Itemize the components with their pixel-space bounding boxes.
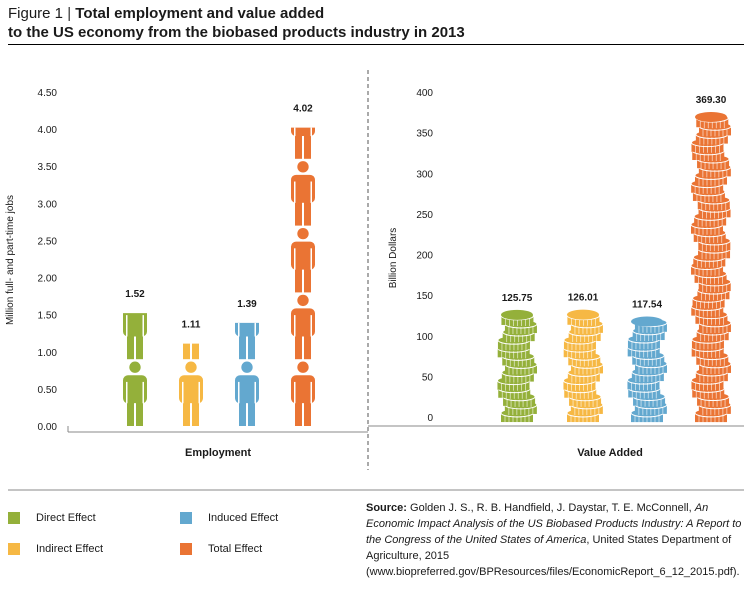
value-added-value-label-direct: 125.75: [502, 293, 533, 304]
legend-label-direct: Direct Effect: [36, 512, 96, 524]
value-added-y-tick-label: 0: [427, 413, 433, 424]
person-icon: [235, 228, 259, 292]
employment-y-tick-label: 1.50: [38, 311, 58, 322]
employment-person-stack: [123, 228, 147, 426]
person-icon: [123, 361, 147, 426]
person-icon: [291, 127, 315, 159]
employment-y-tick-label: 2.50: [38, 236, 58, 247]
figure-title-line2: to the US economy from the biobased prod…: [8, 24, 465, 41]
value-added-y-tick-label: 200: [416, 251, 433, 262]
coin-top: [631, 316, 663, 327]
title-rule: [8, 44, 744, 45]
value-added-y-axis-label: Billion Dollars: [388, 228, 399, 289]
value-added-y-tick-label: 50: [422, 372, 434, 383]
coin-top: [695, 111, 727, 122]
employment-y-tick-label: 0.00: [38, 422, 58, 433]
value-added-y-tick-label: 350: [416, 129, 433, 140]
employment-person-stack: [179, 228, 203, 426]
value-added-bar-direct: 125.75: [496, 293, 538, 424]
source-title: An Economic Impact Analysis of the US Bi…: [366, 502, 742, 546]
employment-y-tick-label: 0.50: [38, 385, 58, 396]
source-rest: , United States Department of Agricultur…: [366, 534, 740, 578]
coin-top: [567, 309, 599, 320]
employment-bar-total: 4.02: [291, 28, 315, 426]
value-added-value-label-total: 369.30: [696, 95, 727, 106]
person-icon: [291, 361, 315, 426]
employment-y-tick-label: 3.00: [38, 199, 58, 210]
employment-bar-direct: 1.52: [123, 228, 147, 426]
person-icon: [291, 294, 315, 360]
employment-value-label-indirect: 1.11: [182, 320, 201, 331]
employment-bar-induced: 1.39: [235, 228, 259, 426]
value-added-bar-induced: 117.54: [626, 299, 668, 424]
source-note: Source: Golden J. S., R. B. Handfield, J…: [366, 500, 746, 580]
legend-label-induced: Induced Effect: [208, 512, 279, 524]
legend-item-indirect: Indirect Effect: [8, 543, 103, 555]
person-icon: [291, 161, 315, 226]
value-added-value-label-indirect: 126.01: [568, 293, 599, 304]
legend-item-total: Total Effect: [180, 543, 262, 555]
employment-x-axis-label: Employment: [185, 447, 251, 459]
employment-y-tick-label: 4.00: [38, 125, 58, 136]
legend-item-direct: Direct Effect: [8, 512, 96, 524]
person-icon: [235, 322, 259, 360]
employment-person-stack: [291, 28, 315, 426]
person-icon: [235, 361, 259, 426]
employment-value-label-induced: 1.39: [237, 299, 257, 310]
value-added-y-tick-label: 400: [416, 88, 433, 99]
legend-swatch-direct: [8, 512, 20, 524]
person-icon: [291, 28, 315, 92]
employment-chart: 0.00 0.50 1.00 1.50 2.00 2.50 3.00 3.50 4.00 4.50…: [5, 28, 368, 459]
value-added-value-label-induced: 117.54: [632, 299, 662, 310]
employment-value-label-total: 4.02: [293, 104, 313, 115]
person-icon: [179, 228, 203, 292]
value-added-y-tick-label: 250: [416, 210, 433, 221]
legend-label-indirect: Indirect Effect: [36, 543, 104, 555]
value-added-bar-total: 369.30: [690, 95, 732, 424]
figure-header: Figure 1 | Total employment and value ad…: [8, 4, 744, 42]
value-added-y-tick-label: 150: [416, 291, 433, 302]
value-added-x-axis-label: Value Added: [577, 447, 643, 459]
person-icon: [123, 228, 147, 292]
source-lead: Source:: [366, 502, 407, 514]
employment-y-axis-label: Million full- and part-time jobs: [5, 195, 16, 325]
legend-swatch-total: [180, 543, 192, 555]
source-authors: Golden J. S., R. B. Handfield, J. Daysta…: [410, 502, 692, 514]
person-icon: [291, 227, 315, 293]
legend-swatch-induced: [180, 512, 192, 524]
legend-item-induced: Induced Effect: [180, 512, 278, 524]
employment-person-stack: [235, 228, 259, 426]
legend-swatch-indirect: [8, 543, 20, 555]
employment-y-tick-label: 2.00: [38, 274, 58, 285]
employment-y-tick-label: 3.50: [38, 162, 58, 173]
figure-title-line1: Total employment and value added: [75, 5, 325, 22]
figure-label: Figure 1: [8, 5, 64, 22]
value-added-chart: 0 50 100 150 200 250 300 350 400 Billion Dollars V…: [368, 88, 744, 459]
figure-title: Figure 1 | Total employment and value ad…: [8, 4, 744, 42]
person-icon: [123, 313, 147, 360]
value-added-y-tick-label: 100: [416, 332, 433, 343]
legend-label-total: Total Effect: [208, 543, 263, 555]
coin-top: [501, 309, 533, 320]
employment-y-tick-label: 4.50: [38, 88, 58, 99]
employment-bar-indirect: 1.11: [179, 228, 203, 426]
value-added-y-tick-label: 300: [416, 169, 433, 180]
person-icon: [183, 343, 199, 360]
value-added-bar-indirect: 126.01: [562, 293, 604, 424]
employment-y-tick-label: 1.00: [38, 348, 58, 359]
person-icon: [179, 361, 203, 426]
figure-separator: |: [67, 5, 72, 22]
employment-value-label-direct: 1.52: [125, 289, 145, 300]
